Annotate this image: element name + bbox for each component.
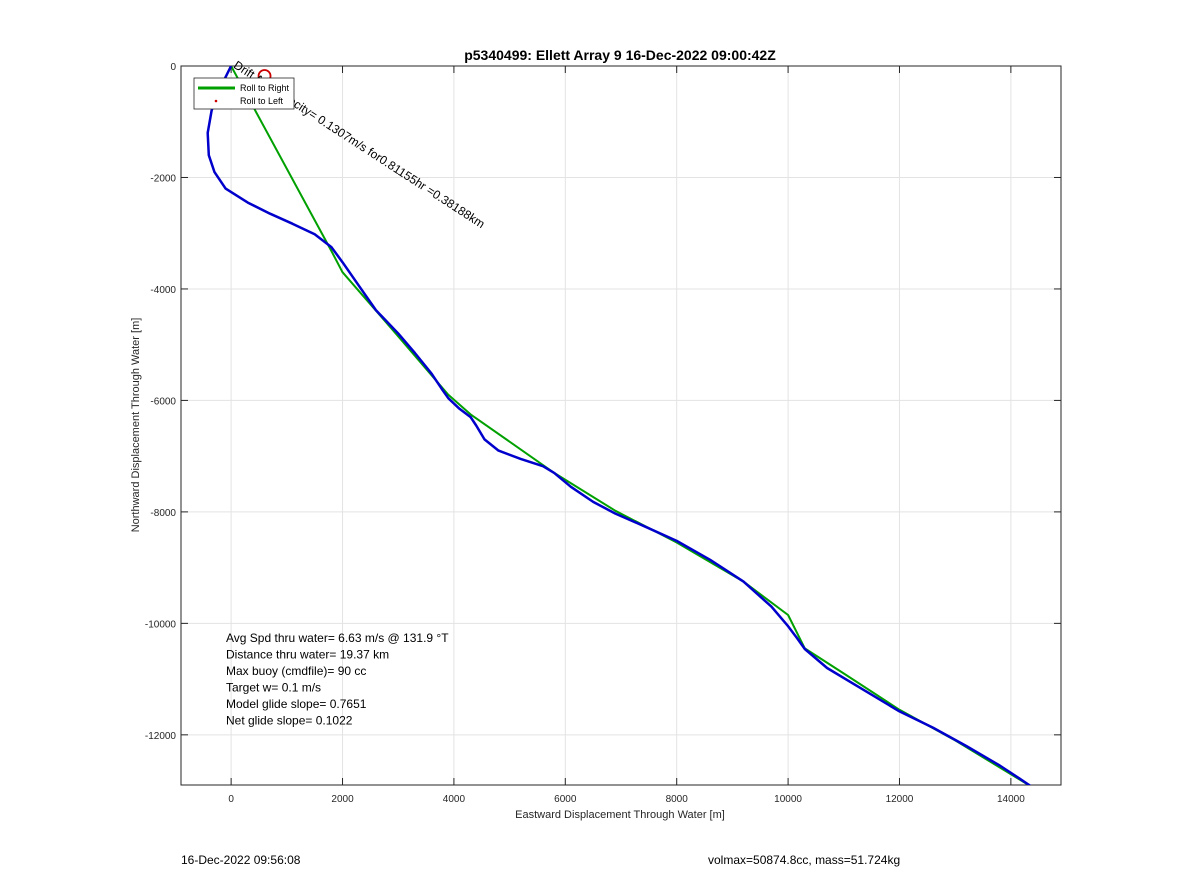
x-tick-label: 14000 bbox=[997, 794, 1025, 805]
x-tick-label: 10000 bbox=[774, 794, 802, 805]
legend-box bbox=[193, 77, 295, 110]
footer-info: volmax=50874.8cc, mass=51.724kg bbox=[708, 853, 901, 867]
y-tick-label: -6000 bbox=[150, 396, 176, 407]
y-tick-label: -12000 bbox=[145, 731, 177, 742]
stats-line: Net glide slope= 0.1022 bbox=[226, 714, 353, 728]
stats-line: Max buoy (cmdfile)= 90 cc bbox=[226, 664, 366, 678]
stats-text-block: Avg Spd thru water= 6.63 m/s @ 131.9 °T D… bbox=[226, 631, 449, 728]
y-tick-label: 0 bbox=[170, 62, 176, 73]
x-tick-label: 12000 bbox=[886, 794, 914, 805]
x-tick-label: 2000 bbox=[331, 794, 354, 805]
stats-line: Model glide slope= 0.7651 bbox=[226, 697, 367, 711]
legend-swatch-roll-left bbox=[214, 99, 218, 103]
stats-line: Avg Spd thru water= 6.63 m/s @ 131.9 °T bbox=[226, 631, 449, 645]
legend-entry: Roll to Left bbox=[240, 96, 284, 106]
y-tick-label: -10000 bbox=[145, 619, 177, 630]
chart-title: p5340499: Ellett Array 9 16-Dec-2022 09:… bbox=[464, 47, 776, 63]
stats-line: Target w= 0.1 m/s bbox=[226, 681, 321, 695]
x-tick-label: 8000 bbox=[666, 794, 689, 805]
y-tick-label: -8000 bbox=[150, 508, 176, 519]
legend: Roll to Right Roll to Left bbox=[193, 77, 295, 110]
plot-area-box bbox=[180, 65, 1062, 786]
x-tick-label: 0 bbox=[228, 794, 234, 805]
footer-timestamp: 16-Dec-2022 09:56:08 bbox=[181, 853, 301, 867]
y-tick-label: -4000 bbox=[150, 285, 176, 296]
grid bbox=[181, 65, 1061, 785]
x-tick-label: 6000 bbox=[554, 794, 577, 805]
series-line-track bbox=[206, 66, 1032, 785]
x-axis-label: Eastward Displacement Through Water [m] bbox=[515, 809, 725, 821]
legend-entry: Roll to Right bbox=[240, 83, 290, 93]
axes: 0 2000 4000 6000 8000 10000 12000 14000 0 -2000 -4… bbox=[145, 62, 1062, 805]
y-axis-label: Northward Displacement Through Water [m] bbox=[130, 318, 142, 533]
plot-series bbox=[206, 66, 1032, 785]
x-tick-label: 4000 bbox=[443, 794, 466, 805]
y-tick-label: -2000 bbox=[150, 173, 176, 184]
stats-line: Distance thru water= 19.37 km bbox=[226, 648, 389, 662]
